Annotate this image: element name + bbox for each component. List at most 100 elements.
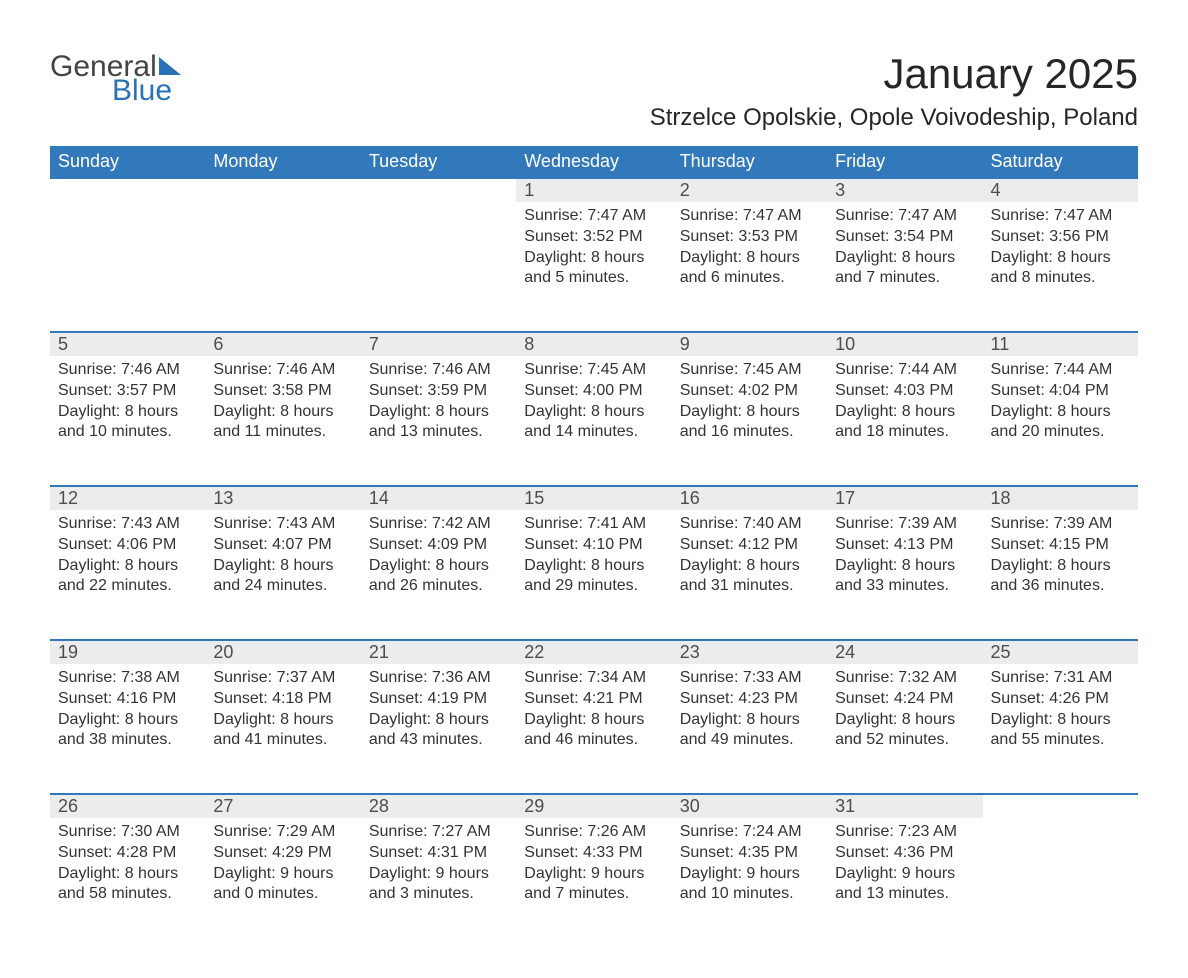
daylight-text-2: and 55 minutes. (991, 730, 1130, 751)
day-cell: Sunrise: 7:36 AMSunset: 4:19 PMDaylight:… (361, 664, 516, 794)
daylight-text: Daylight: 8 hours (680, 402, 819, 423)
sunrise-text: Sunrise: 7:26 AM (524, 822, 663, 843)
dayname-header: Wednesday (516, 146, 671, 178)
day-number: 8 (516, 332, 671, 356)
empty-day (205, 202, 360, 332)
daylight-text: Daylight: 9 hours (369, 864, 508, 885)
empty-day (983, 794, 1138, 818)
daylight-text: Daylight: 9 hours (213, 864, 352, 885)
sunset-text: Sunset: 4:19 PM (369, 689, 508, 710)
daylight-text-2: and 11 minutes. (213, 422, 352, 443)
daynum-row: 567891011 (50, 332, 1138, 356)
day-cell: Sunrise: 7:45 AMSunset: 4:02 PMDaylight:… (672, 356, 827, 486)
day-cell: Sunrise: 7:45 AMSunset: 4:00 PMDaylight:… (516, 356, 671, 486)
sunset-text: Sunset: 4:28 PM (58, 843, 197, 864)
sunrise-text: Sunrise: 7:44 AM (835, 360, 974, 381)
sunset-text: Sunset: 4:29 PM (213, 843, 352, 864)
daylight-text-2: and 7 minutes. (524, 884, 663, 905)
day-cell: Sunrise: 7:44 AMSunset: 4:04 PMDaylight:… (983, 356, 1138, 486)
day-number: 18 (983, 486, 1138, 510)
day-cell: Sunrise: 7:34 AMSunset: 4:21 PMDaylight:… (516, 664, 671, 794)
day-number: 7 (361, 332, 516, 356)
daylight-text-2: and 22 minutes. (58, 576, 197, 597)
day-number: 17 (827, 486, 982, 510)
day-content-row: Sunrise: 7:30 AMSunset: 4:28 PMDaylight:… (50, 818, 1138, 948)
daylight-text: Daylight: 8 hours (991, 710, 1130, 731)
dayname-header: Saturday (983, 146, 1138, 178)
day-number: 16 (672, 486, 827, 510)
daylight-text: Daylight: 9 hours (524, 864, 663, 885)
sunrise-text: Sunrise: 7:36 AM (369, 668, 508, 689)
day-number: 5 (50, 332, 205, 356)
day-number: 29 (516, 794, 671, 818)
daylight-text-2: and 8 minutes. (991, 268, 1130, 289)
sunrise-text: Sunrise: 7:40 AM (680, 514, 819, 535)
daylight-text-2: and 14 minutes. (524, 422, 663, 443)
sunrise-text: Sunrise: 7:47 AM (835, 206, 974, 227)
sunset-text: Sunset: 4:23 PM (680, 689, 819, 710)
daylight-text: Daylight: 9 hours (680, 864, 819, 885)
daylight-text-2: and 10 minutes. (680, 884, 819, 905)
day-cell: Sunrise: 7:39 AMSunset: 4:15 PMDaylight:… (983, 510, 1138, 640)
sunrise-text: Sunrise: 7:37 AM (213, 668, 352, 689)
daylight-text: Daylight: 8 hours (58, 556, 197, 577)
sunrise-text: Sunrise: 7:45 AM (524, 360, 663, 381)
day-number: 31 (827, 794, 982, 818)
daylight-text-2: and 20 minutes. (991, 422, 1130, 443)
empty-day (983, 818, 1138, 948)
dayname-header-row: Sunday Monday Tuesday Wednesday Thursday… (50, 146, 1138, 178)
day-number: 27 (205, 794, 360, 818)
sunset-text: Sunset: 4:24 PM (835, 689, 974, 710)
sunrise-text: Sunrise: 7:32 AM (835, 668, 974, 689)
daynum-row: 19202122232425 (50, 640, 1138, 664)
daylight-text-2: and 52 minutes. (835, 730, 974, 751)
sunrise-text: Sunrise: 7:29 AM (213, 822, 352, 843)
day-cell: Sunrise: 7:26 AMSunset: 4:33 PMDaylight:… (516, 818, 671, 948)
day-cell: Sunrise: 7:43 AMSunset: 4:07 PMDaylight:… (205, 510, 360, 640)
sunrise-text: Sunrise: 7:39 AM (991, 514, 1130, 535)
sunrise-text: Sunrise: 7:33 AM (680, 668, 819, 689)
empty-day (50, 178, 205, 202)
day-cell: Sunrise: 7:44 AMSunset: 4:03 PMDaylight:… (827, 356, 982, 486)
daylight-text: Daylight: 8 hours (835, 402, 974, 423)
sunrise-text: Sunrise: 7:41 AM (524, 514, 663, 535)
day-number: 14 (361, 486, 516, 510)
day-cell: Sunrise: 7:47 AMSunset: 3:52 PMDaylight:… (516, 202, 671, 332)
day-number: 1 (516, 178, 671, 202)
sunset-text: Sunset: 4:26 PM (991, 689, 1130, 710)
day-number: 15 (516, 486, 671, 510)
logo-text-blue: Blue (112, 74, 181, 108)
sunrise-text: Sunrise: 7:46 AM (213, 360, 352, 381)
day-cell: Sunrise: 7:27 AMSunset: 4:31 PMDaylight:… (361, 818, 516, 948)
daylight-text: Daylight: 8 hours (213, 402, 352, 423)
daylight-text-2: and 10 minutes. (58, 422, 197, 443)
day-cell: Sunrise: 7:47 AMSunset: 3:56 PMDaylight:… (983, 202, 1138, 332)
daylight-text-2: and 49 minutes. (680, 730, 819, 751)
day-cell: Sunrise: 7:33 AMSunset: 4:23 PMDaylight:… (672, 664, 827, 794)
daylight-text-2: and 3 minutes. (369, 884, 508, 905)
dayname-header: Thursday (672, 146, 827, 178)
daylight-text: Daylight: 8 hours (835, 556, 974, 577)
daylight-text: Daylight: 8 hours (58, 710, 197, 731)
day-number: 30 (672, 794, 827, 818)
dayname-header: Sunday (50, 146, 205, 178)
daynum-row: 262728293031 (50, 794, 1138, 818)
day-number: 19 (50, 640, 205, 664)
day-cell: Sunrise: 7:43 AMSunset: 4:06 PMDaylight:… (50, 510, 205, 640)
daylight-text-2: and 43 minutes. (369, 730, 508, 751)
sunset-text: Sunset: 4:07 PM (213, 535, 352, 556)
daylight-text: Daylight: 8 hours (835, 710, 974, 731)
day-cell: Sunrise: 7:31 AMSunset: 4:26 PMDaylight:… (983, 664, 1138, 794)
day-cell: Sunrise: 7:40 AMSunset: 4:12 PMDaylight:… (672, 510, 827, 640)
sunset-text: Sunset: 4:10 PM (524, 535, 663, 556)
daylight-text-2: and 6 minutes. (680, 268, 819, 289)
calendar-page: General Blue January 2025 Strzelce Opols… (0, 0, 1188, 978)
daylight-text: Daylight: 8 hours (524, 402, 663, 423)
day-content-row: Sunrise: 7:47 AMSunset: 3:52 PMDaylight:… (50, 202, 1138, 332)
sunset-text: Sunset: 4:03 PM (835, 381, 974, 402)
daylight-text-2: and 58 minutes. (58, 884, 197, 905)
sunset-text: Sunset: 4:06 PM (58, 535, 197, 556)
sunset-text: Sunset: 3:57 PM (58, 381, 197, 402)
daylight-text: Daylight: 8 hours (680, 710, 819, 731)
sunset-text: Sunset: 4:02 PM (680, 381, 819, 402)
